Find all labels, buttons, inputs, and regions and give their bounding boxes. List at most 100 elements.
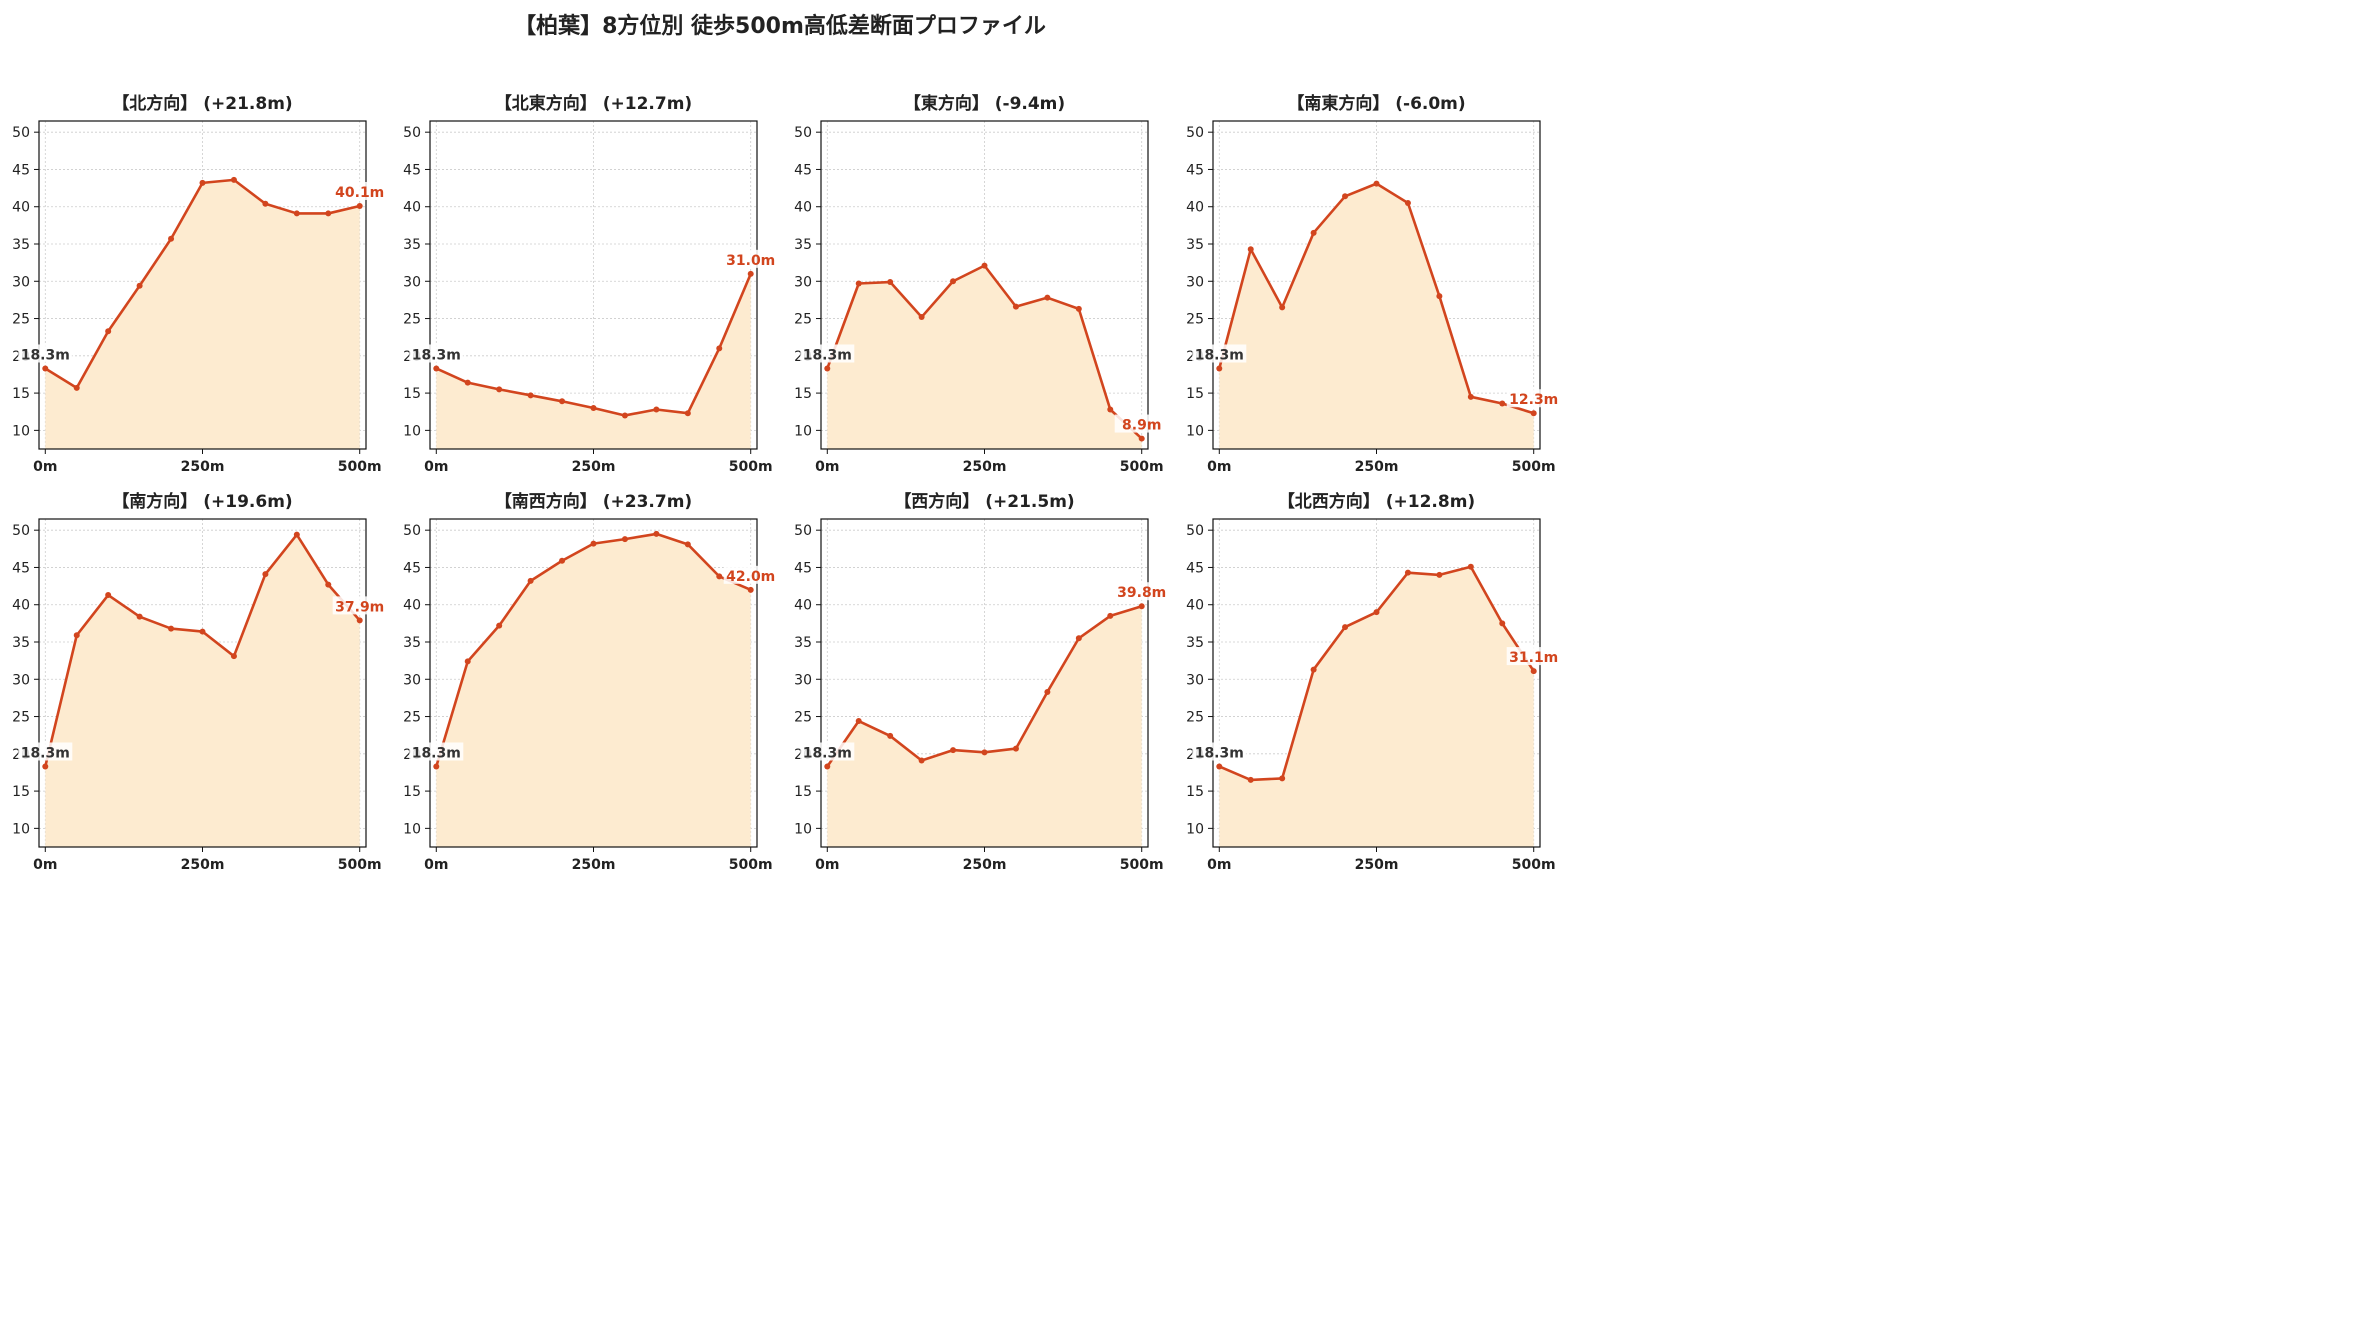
y-tick-label: 35 — [794, 635, 812, 651]
data-point — [105, 328, 112, 335]
subplot-2: 【北東方向】 (+12.7m)1015202530354045500m250m5… — [403, 93, 778, 475]
y-tick-label: 25 — [12, 710, 30, 726]
end-label-bg — [1114, 414, 1169, 433]
subplot-title: 【南西方向】 (+23.7m) — [495, 491, 692, 512]
y-tick-label: 40 — [12, 200, 30, 216]
subplot-1: 【北方向】 (+21.8m)1015202530354045500m250m50… — [12, 93, 387, 475]
data-point — [887, 732, 894, 739]
data-point — [527, 392, 534, 399]
start-elevation-label: 18.3m — [412, 745, 461, 761]
area-fill — [1219, 183, 1534, 450]
data-point — [136, 613, 143, 620]
y-tick-label: 50 — [403, 125, 421, 141]
data-point — [1499, 400, 1506, 407]
data-point — [1279, 304, 1286, 311]
y-tick-label: 15 — [794, 784, 812, 800]
end-label-bg — [723, 565, 778, 584]
data-point — [73, 632, 80, 639]
data-point — [684, 410, 691, 417]
area-fill — [436, 273, 751, 449]
data-point — [590, 540, 597, 547]
end-elevation-label: 39.8m — [1117, 585, 1166, 601]
data-point — [527, 577, 534, 584]
y-tick-label: 50 — [1186, 125, 1204, 141]
y-tick-label: 50 — [794, 125, 812, 141]
data-point — [918, 314, 925, 321]
start-label-bg — [1192, 742, 1247, 761]
data-point — [824, 365, 831, 372]
data-point — [981, 749, 988, 756]
start-elevation-label: 18.3m — [21, 745, 70, 761]
data-point — [136, 282, 143, 289]
data-point — [1216, 365, 1223, 372]
data-point — [496, 386, 503, 393]
data-point — [621, 536, 628, 543]
end-elevation-label: 8.9m — [1122, 418, 1161, 434]
x-tick-label: 0m — [424, 459, 448, 475]
data-point — [653, 530, 660, 537]
subplot-6: 【南西方向】 (+23.7m)1015202530354045500m250m5… — [403, 491, 778, 873]
data-point — [559, 557, 566, 564]
y-tick-label: 50 — [12, 523, 30, 539]
data-point — [1436, 571, 1443, 578]
start-elevation-label: 18.3m — [21, 347, 70, 363]
subplot-3: 【東方向】 (-9.4m)1015202530354045500m250m500… — [794, 93, 1169, 475]
y-tick-label: 25 — [12, 312, 30, 328]
y-tick-label: 40 — [12, 598, 30, 614]
y-tick-label: 40 — [1186, 200, 1204, 216]
data-point — [262, 200, 269, 207]
data-point — [1075, 305, 1082, 312]
subplot-title: 【東方向】 (-9.4m) — [904, 93, 1065, 114]
data-point — [1247, 776, 1254, 783]
data-point — [590, 405, 597, 411]
start-label-bg — [409, 742, 464, 761]
end-label-bg — [1114, 582, 1169, 601]
start-elevation-label: 18.3m — [1195, 745, 1244, 761]
x-tick-label: 500m — [338, 857, 382, 873]
x-tick-label: 250m — [572, 459, 616, 475]
y-tick-label: 45 — [794, 162, 812, 178]
data-point — [1373, 180, 1380, 187]
start-elevation-label: 18.3m — [1195, 347, 1244, 363]
y-tick-label: 30 — [794, 672, 812, 688]
y-tick-label: 50 — [12, 125, 30, 141]
y-tick-label: 35 — [403, 635, 421, 651]
data-point — [559, 398, 566, 405]
data-point — [747, 270, 754, 277]
area-fill — [45, 179, 360, 449]
y-tick-label: 25 — [794, 312, 812, 328]
data-point — [73, 384, 80, 391]
data-point — [824, 763, 831, 770]
data-point — [199, 179, 206, 186]
end-elevation-label: 37.9m — [335, 599, 384, 615]
y-tick-label: 15 — [1186, 386, 1204, 402]
end-label-bg — [332, 181, 387, 200]
data-point — [262, 571, 269, 578]
end-elevation-label: 40.1m — [335, 185, 384, 201]
y-tick-label: 30 — [12, 672, 30, 688]
y-tick-label: 40 — [1186, 598, 1204, 614]
x-tick-label: 0m — [33, 459, 57, 475]
x-tick-label: 0m — [815, 459, 839, 475]
data-point — [464, 379, 471, 386]
start-label-bg — [409, 344, 464, 363]
subplot-7: 【西方向】 (+21.5m)1015202530354045500m250m50… — [794, 491, 1169, 873]
data-point — [42, 763, 49, 770]
y-tick-label: 25 — [403, 312, 421, 328]
chart-main-title: 【柏葉】8方位別 徒歩500m高低差断面プロファイル — [514, 14, 1046, 39]
start-label-bg — [18, 742, 73, 761]
data-point — [981, 262, 988, 269]
y-tick-label: 10 — [12, 423, 30, 439]
y-tick-label: 25 — [403, 710, 421, 726]
start-elevation-label: 18.3m — [803, 347, 852, 363]
start-label-bg — [800, 344, 855, 363]
y-tick-label: 10 — [1186, 423, 1204, 439]
subplot-title: 【西方向】 (+21.5m) — [894, 491, 1074, 512]
data-point — [1107, 406, 1114, 413]
data-point — [293, 531, 300, 538]
data-point — [1138, 435, 1145, 442]
y-tick-label: 10 — [794, 821, 812, 837]
y-tick-label: 25 — [1186, 312, 1204, 328]
data-point — [1342, 624, 1349, 631]
end-elevation-label: 42.0m — [726, 569, 775, 585]
